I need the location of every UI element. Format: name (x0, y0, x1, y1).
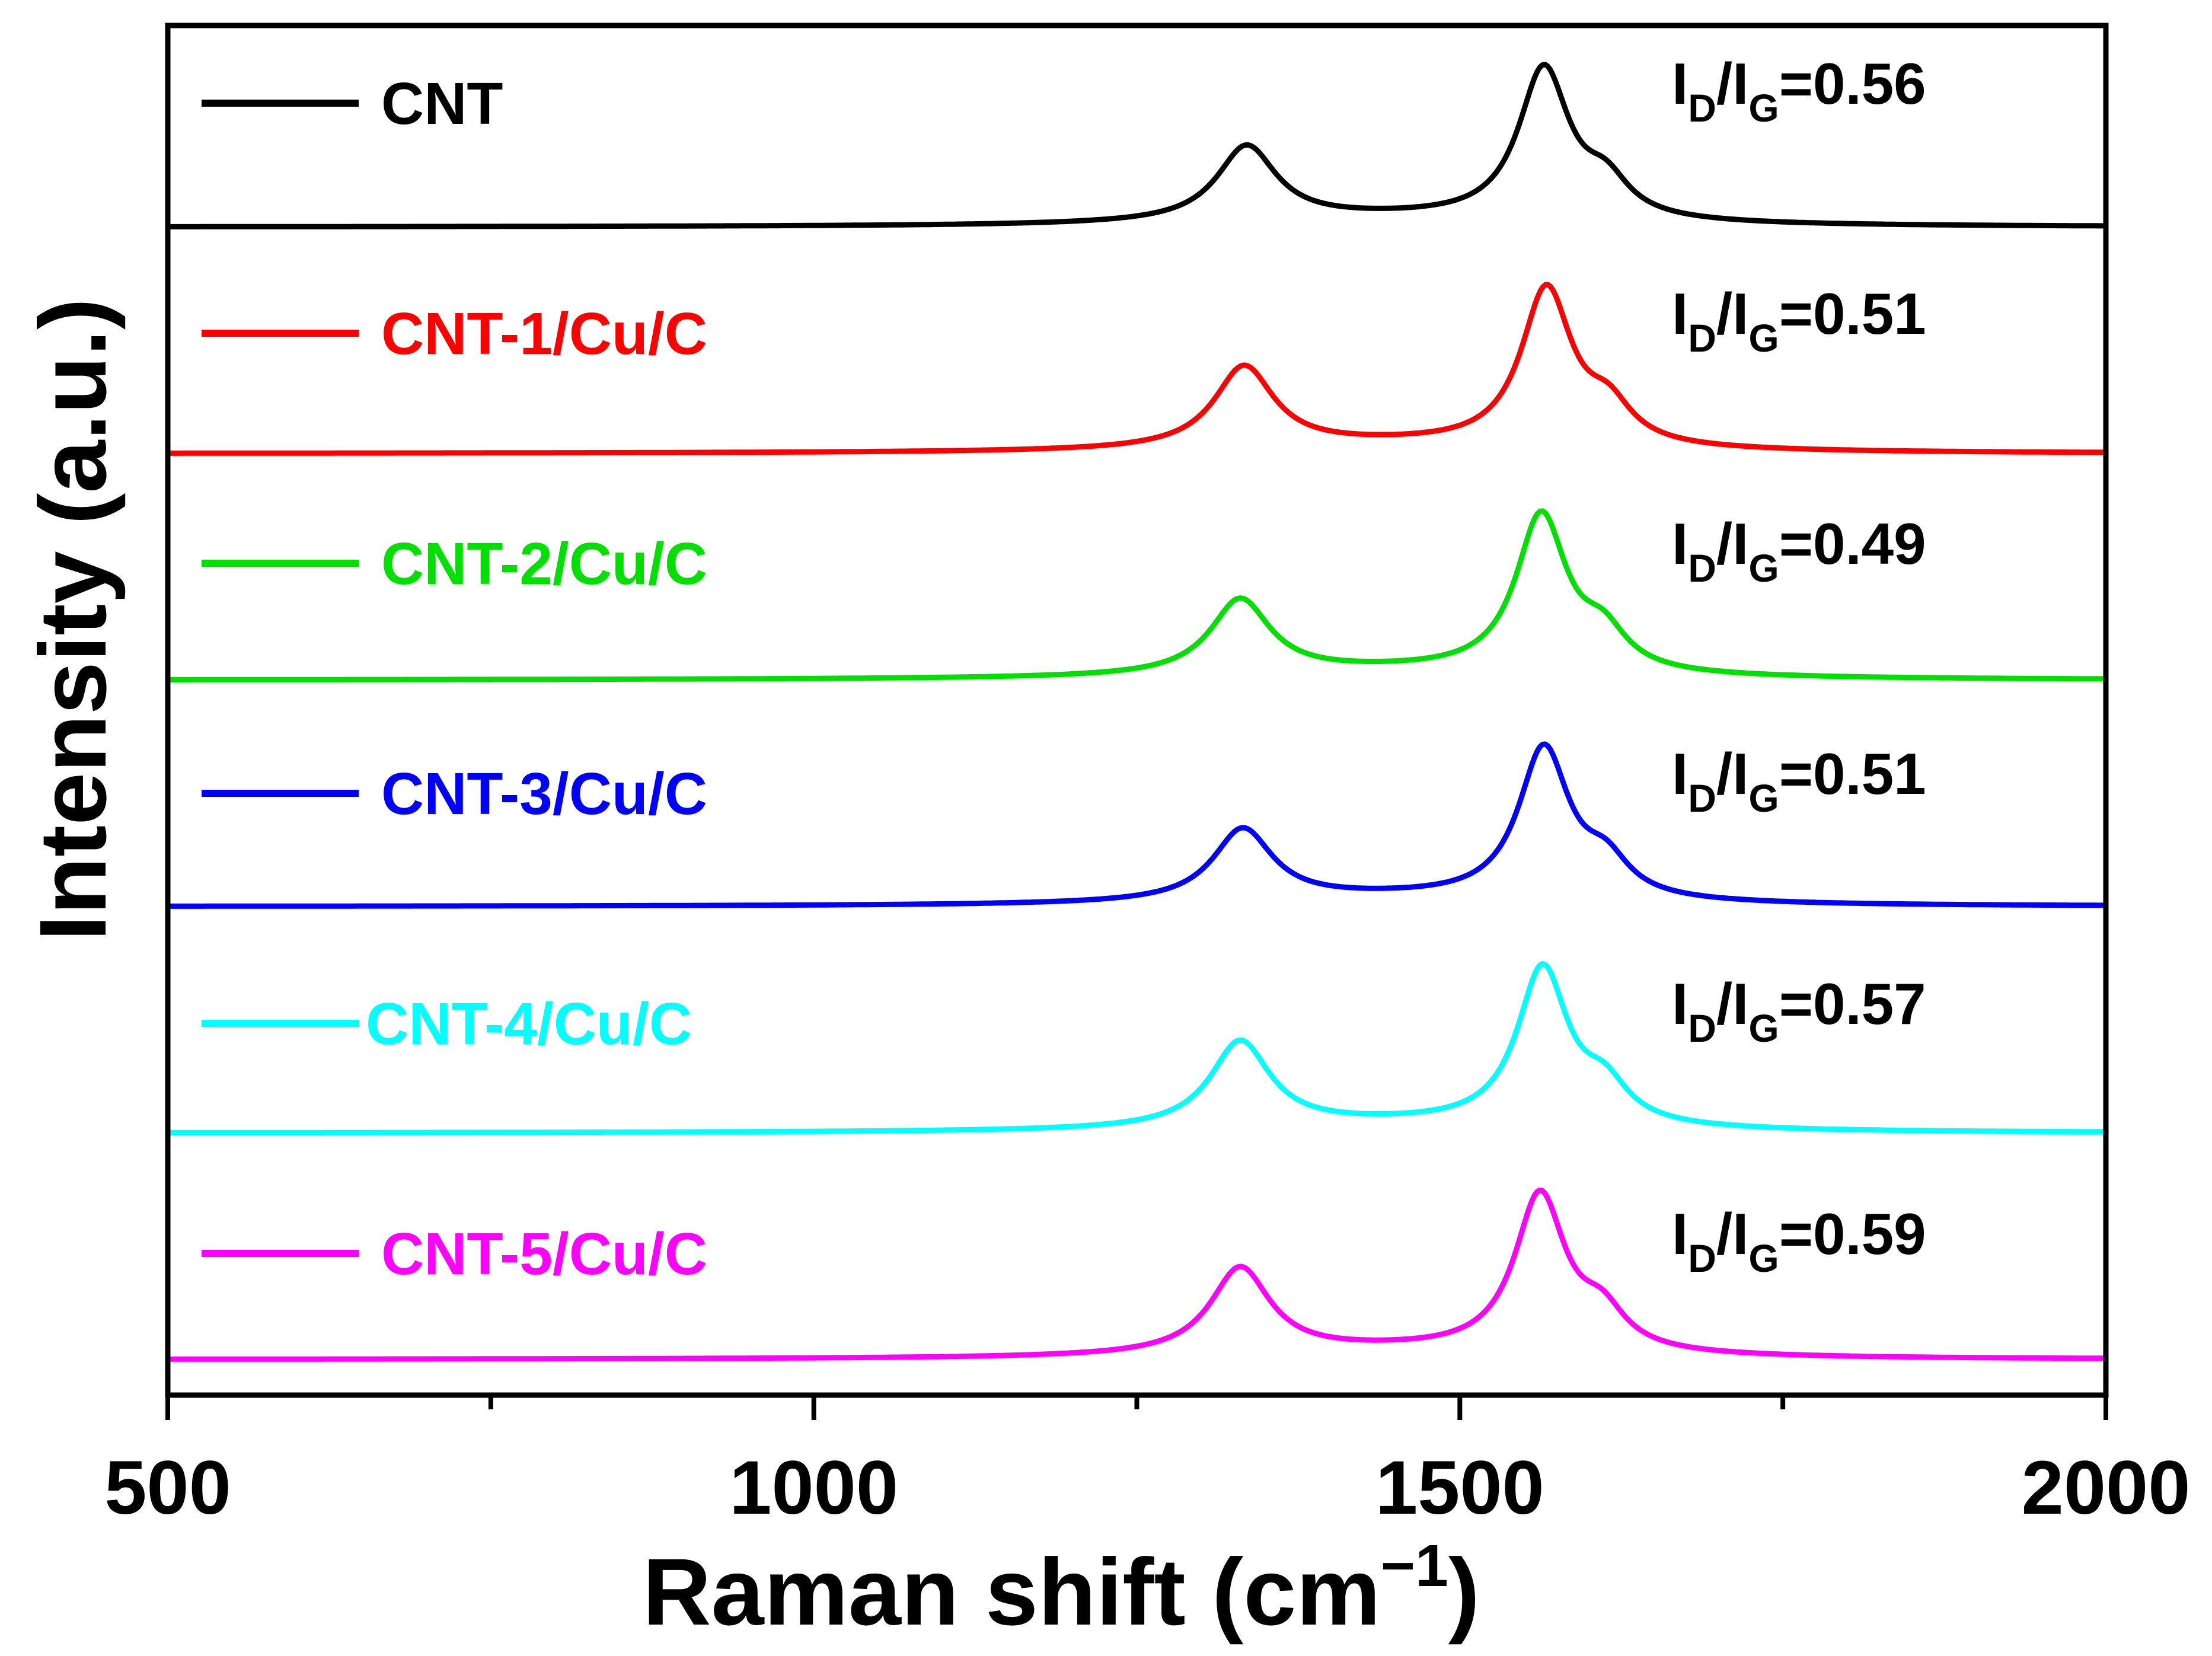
x-axis-label-exponent: −1 (1381, 1533, 1448, 1599)
legend-label: CNT-2/Cu/C (381, 531, 707, 597)
legend-label: CNT (381, 71, 503, 137)
x-axis-label: Raman shift (cm−1) (643, 1533, 1480, 1645)
spectrum-line-6 (167, 1187, 2106, 1362)
legend-label: CNT-1/Cu/C (381, 301, 707, 367)
spectrum-line-5 (167, 961, 2106, 1135)
plot-frame (165, 23, 2109, 1398)
legend-label: CNT-4/Cu/C (366, 991, 692, 1057)
intensity-ratio-label: ID/IG=0.51 (1672, 741, 1926, 820)
legend: CNT CNT-1/Cu/C CNT-2/Cu/C CNT-3/Cu/C CNT-4/C… (202, 71, 707, 1287)
y-axis-label: Intensity (a.u.) (20, 298, 126, 942)
legend-label: CNT-5/Cu/C (381, 1221, 707, 1287)
intensity-ratio-label: ID/IG=0.56 (1672, 51, 1926, 130)
x-axis-label-main: Raman shift (cm (643, 1539, 1381, 1645)
intensity-ratio-label: ID/IG=0.57 (1672, 971, 1926, 1050)
series-layer (167, 62, 2106, 1362)
x-tick-label: 2000 (2022, 1446, 2191, 1530)
x-tick-label: 1500 (1375, 1446, 1544, 1530)
intensity-ratio-label: ID/IG=0.49 (1672, 511, 1926, 590)
x-tick-label: 1000 (729, 1446, 898, 1530)
intensity-ratio-label: ID/IG=0.51 (1672, 281, 1926, 360)
spectrum-line-2 (167, 282, 2106, 456)
legend-label: CNT-3/Cu/C (381, 761, 707, 827)
intensity-ratio-label: ID/IG=0.59 (1672, 1201, 1926, 1280)
spectrum-line-1 (167, 62, 2106, 229)
spectrum-line-3 (167, 508, 2106, 682)
spectrum-line-4 (167, 741, 2106, 909)
intensity-ratio-labels: ID/IG=0.56 ID/IG=0.51 ID/IG=0.49 ID/IG=0.51… (1672, 51, 1926, 1280)
x-tick-label: 500 (104, 1446, 231, 1530)
x-axis-ticks: 500 1000 1500 2000 (104, 1395, 2190, 1530)
x-axis-label-close: ) (1448, 1539, 1480, 1645)
